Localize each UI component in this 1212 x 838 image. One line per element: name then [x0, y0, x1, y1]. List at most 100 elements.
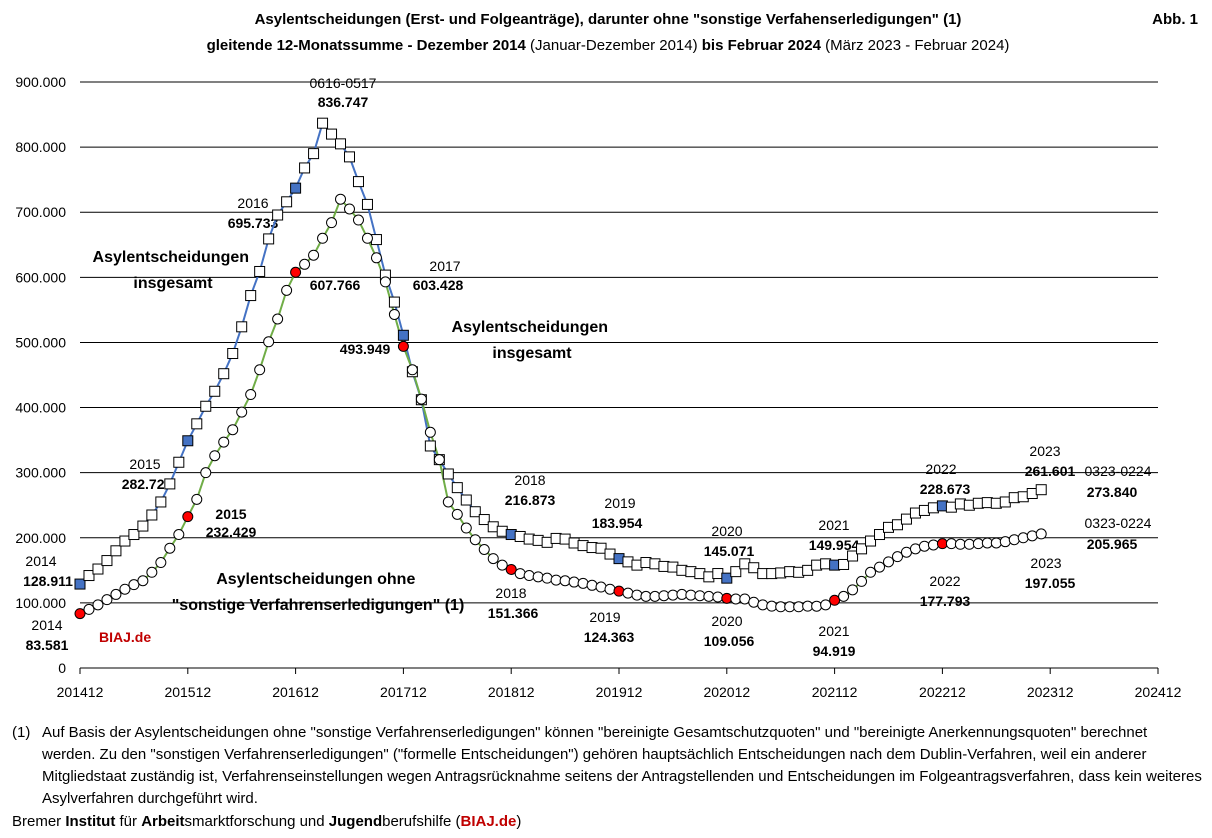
total-point	[182, 435, 194, 447]
net-point	[92, 599, 104, 611]
series-label-total-right: Asylentscheidungen insgesamt	[452, 319, 613, 362]
ann-2020-net-year: 2020	[711, 613, 742, 629]
net-point	[559, 575, 571, 587]
ann-2020-total-value: 145.071	[704, 543, 755, 559]
net-point	[308, 249, 320, 261]
total-point	[847, 550, 859, 562]
net-point	[83, 603, 95, 615]
total-point	[173, 456, 185, 468]
total-point	[83, 570, 95, 582]
total-point	[856, 543, 868, 555]
net-point	[757, 599, 769, 611]
net-point	[990, 537, 1002, 549]
ann-2017-net-value: 493.949	[340, 341, 391, 357]
total-point	[595, 542, 607, 554]
total-point	[92, 563, 104, 575]
net-point	[469, 534, 481, 546]
y-tick-label: 900.000	[15, 74, 66, 90]
ann-2022-total-value: 228.673	[920, 481, 971, 497]
net-point	[164, 542, 176, 554]
watermark: BIAJ.de	[99, 629, 151, 645]
ann-2020-net-value: 109.056	[704, 633, 755, 649]
net-point	[146, 566, 158, 578]
net-point	[945, 538, 957, 550]
total-point	[388, 296, 400, 308]
net-point	[299, 258, 311, 270]
net-point	[721, 592, 733, 604]
y-tick-label: 800.000	[15, 139, 66, 155]
y-axis-ticks: 0 100.000 200.000 300.000 400.000 500.000 600.…	[15, 74, 66, 676]
ann-2018-net-year: 2018	[495, 585, 526, 601]
ann-2021-net-year: 2021	[818, 623, 849, 639]
net-point	[263, 336, 275, 348]
ann-2023-total-value: 261.601	[1025, 463, 1076, 479]
net-point	[200, 467, 212, 479]
net-point	[631, 589, 643, 601]
total-point	[1035, 484, 1047, 496]
ann-2021-total-value: 149.954	[809, 537, 860, 553]
total-point	[370, 234, 382, 246]
series-markers	[74, 117, 1047, 620]
ann-2018-total-value: 216.873	[505, 492, 556, 508]
net-point	[415, 393, 427, 405]
net-point	[865, 566, 877, 578]
net-point	[523, 570, 535, 582]
net-point	[344, 203, 355, 215]
net-point	[667, 589, 679, 601]
total-point	[900, 513, 912, 525]
net-point	[811, 600, 823, 612]
net-point	[712, 591, 724, 603]
total-point	[352, 176, 364, 188]
net-point	[281, 284, 293, 296]
net-point	[703, 590, 715, 602]
net-point	[227, 424, 239, 436]
footnote: (1) Auf Basis der Asylentscheidungen ohn…	[12, 722, 1202, 810]
net-point	[110, 588, 122, 600]
ann-2022-net-year: 2022	[929, 573, 960, 589]
total-point	[74, 578, 86, 590]
y-tick-label: 300.000	[15, 465, 66, 481]
x-tick-label: 201912	[596, 684, 643, 700]
net-point	[101, 594, 113, 606]
net-point	[191, 493, 203, 505]
net-point	[1026, 530, 1038, 542]
total-point	[110, 545, 122, 557]
net-point	[442, 496, 454, 508]
ann-2017-total-year: 2017	[429, 258, 460, 274]
net-point	[909, 543, 921, 555]
net-point	[173, 529, 185, 541]
y-tick-label: 700.000	[15, 204, 66, 220]
net-point	[128, 579, 140, 591]
total-point	[344, 151, 355, 163]
ann-2014-total-value: 128.911	[23, 573, 73, 589]
ann-2023-net-year: 2023	[1030, 555, 1061, 571]
ann-2022-net-value: 177.793	[920, 593, 971, 609]
ann-2019-net-year: 2019	[589, 609, 620, 625]
net-point	[496, 559, 508, 571]
total-point	[469, 506, 481, 518]
net-point	[1017, 532, 1029, 544]
net-point	[820, 599, 832, 611]
y-tick-label: 400.000	[15, 400, 66, 416]
net-point	[406, 364, 418, 376]
ann-2014-net-year: 2014	[31, 617, 62, 633]
ann-2021-net-value: 94.919	[813, 643, 856, 659]
net-point	[532, 571, 544, 583]
net-point	[856, 575, 868, 587]
ann-2016-total-year: 2016	[237, 195, 268, 211]
total-point	[478, 514, 490, 526]
total-point	[460, 494, 472, 506]
total-point	[721, 572, 733, 584]
net-point	[433, 454, 445, 466]
ann-2016-net-value: 607.766	[310, 277, 361, 293]
net-point	[748, 596, 760, 608]
net-point	[451, 508, 463, 520]
footnote-text: Auf Basis der Asylentscheidungen ohne "s…	[42, 724, 1202, 807]
net-point	[460, 522, 472, 534]
total-point	[200, 400, 212, 412]
ann-2021-total-year: 2021	[818, 517, 849, 533]
net-point	[487, 553, 499, 565]
x-tick-label: 202412	[1135, 684, 1182, 700]
ann-latest-total-period: 0323-0224	[1085, 463, 1152, 479]
ann-2019-total-value: 183.954	[592, 515, 643, 531]
